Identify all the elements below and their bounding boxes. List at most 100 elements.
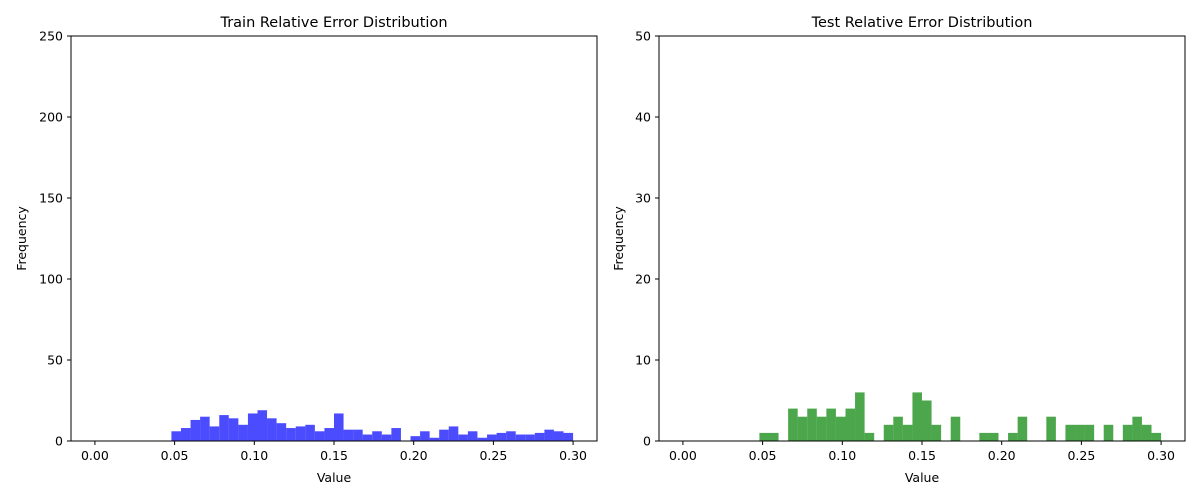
histogram-bar: [324, 428, 334, 441]
x-axis-ticks: 0.00 0.05 0.10 0.15 0.20 0.25 0.30: [81, 441, 587, 463]
y-tick-label: 20: [635, 272, 651, 287]
train-histogram-panel: Train Relative Error Distribution 0.00 0.…: [14, 15, 598, 485]
histogram-bar: [1008, 432, 1018, 441]
histogram-bar: [988, 432, 999, 441]
histogram-bar: [487, 434, 497, 441]
y-tick-label: 150: [39, 191, 63, 206]
histogram-bar: [902, 424, 913, 441]
histogram-bar: [439, 429, 449, 441]
histogram-bar: [209, 426, 220, 441]
histogram-bar: [553, 431, 564, 441]
y-tick-label: 40: [635, 110, 651, 125]
histogram-bar: [759, 432, 769, 441]
x-tick-label: 0.10: [240, 448, 268, 463]
histogram-bar: [807, 408, 817, 441]
x-axis-ticks: 0.00 0.05 0.10 0.15 0.20 0.25 0.30: [669, 441, 1175, 463]
y-tick-label: 50: [635, 29, 651, 44]
histogram-bar: [797, 416, 808, 441]
y-axis-ticks: 0 50 100 150 200 250: [39, 29, 71, 449]
histogram-bar: [835, 416, 846, 441]
histogram-bar: [534, 432, 545, 441]
histogram-bar: [1065, 424, 1076, 441]
histogram-bar: [286, 428, 296, 441]
histogram-bar: [768, 432, 779, 441]
histogram-bar: [420, 431, 430, 441]
histogram-bar: [864, 432, 875, 441]
histogram-bar: [219, 415, 229, 441]
histogram-bar: [1132, 416, 1142, 441]
y-axis-label: Frequency: [611, 206, 626, 271]
histogram-bar: [477, 437, 488, 441]
histogram-bar: [1084, 424, 1095, 441]
x-tick-label: 0.00: [81, 448, 109, 463]
bars: [759, 392, 1162, 441]
histogram-bar: [931, 424, 942, 441]
histogram-bar: [353, 429, 363, 441]
histogram-bar: [912, 392, 922, 441]
x-tick-label: 0.00: [669, 448, 697, 463]
histogram-bar: [816, 416, 827, 441]
bars: [171, 410, 574, 441]
histogram-bar: [525, 434, 535, 441]
histogram-bar: [429, 437, 440, 441]
x-tick-label: 0.15: [320, 448, 348, 463]
y-tick-label: 250: [39, 29, 63, 44]
histogram-bar: [190, 419, 201, 441]
histogram-bar: [458, 434, 468, 441]
histogram-bar: [334, 413, 344, 441]
histogram-bar: [1122, 424, 1133, 441]
histogram-bar: [563, 432, 574, 441]
histogram-bar: [200, 416, 210, 441]
histogram-bar: [922, 400, 932, 441]
histogram-bar: [448, 426, 459, 441]
x-tick-label: 0.25: [479, 448, 507, 463]
x-tick-label: 0.20: [988, 448, 1016, 463]
histogram-bar: [257, 410, 268, 441]
x-tick-label: 0.30: [1147, 448, 1175, 463]
y-tick-label: 0: [55, 434, 63, 449]
histogram-bar: [1151, 432, 1162, 441]
y-axis-ticks: 0 10 20 30 40 50: [635, 29, 659, 449]
histogram-bar: [1075, 424, 1085, 441]
histogram-bar: [883, 424, 894, 441]
y-tick-label: 10: [635, 353, 651, 368]
y-axis-label: Frequency: [14, 206, 29, 271]
histogram-bar: [295, 426, 306, 441]
x-tick-label: 0.25: [1067, 448, 1095, 463]
chart-title: Test Relative Error Distribution: [811, 15, 1033, 31]
histogram-bar: [314, 431, 325, 441]
histogram-bar: [467, 431, 478, 441]
histogram-bar: [1046, 416, 1056, 441]
histogram-bar: [267, 418, 277, 441]
histogram-bar: [788, 408, 798, 441]
x-tick-label: 0.05: [749, 448, 777, 463]
y-tick-label: 0: [643, 434, 651, 449]
histogram-bar: [362, 434, 373, 441]
histogram-bar: [381, 434, 392, 441]
x-tick-label: 0.30: [559, 448, 587, 463]
histogram-bar: [845, 408, 856, 441]
histogram-bar: [391, 428, 401, 441]
histogram-bar: [950, 416, 961, 441]
histogram-bar: [180, 428, 191, 441]
x-tick-label: 0.05: [161, 448, 189, 463]
y-tick-label: 200: [39, 110, 63, 125]
histogram-bar: [228, 418, 239, 441]
histogram-bar: [305, 424, 315, 441]
test-histogram-panel: Test Relative Error Distribution 0.00 0.0…: [611, 15, 1186, 485]
histogram-bar: [247, 413, 258, 441]
histogram-bar: [410, 436, 421, 441]
histogram-bar: [1017, 416, 1028, 441]
histogram-bar: [1141, 424, 1152, 441]
y-tick-label: 50: [47, 353, 63, 368]
histogram-bar: [979, 432, 989, 441]
histogram-bar: [544, 429, 554, 441]
chart-title: Train Relative Error Distribution: [219, 15, 447, 31]
histogram-bar: [343, 429, 354, 441]
histogram-bar: [276, 423, 287, 441]
histogram-bar: [506, 431, 516, 441]
histogram-bar: [496, 432, 507, 441]
x-axis-label: Value: [905, 470, 940, 485]
